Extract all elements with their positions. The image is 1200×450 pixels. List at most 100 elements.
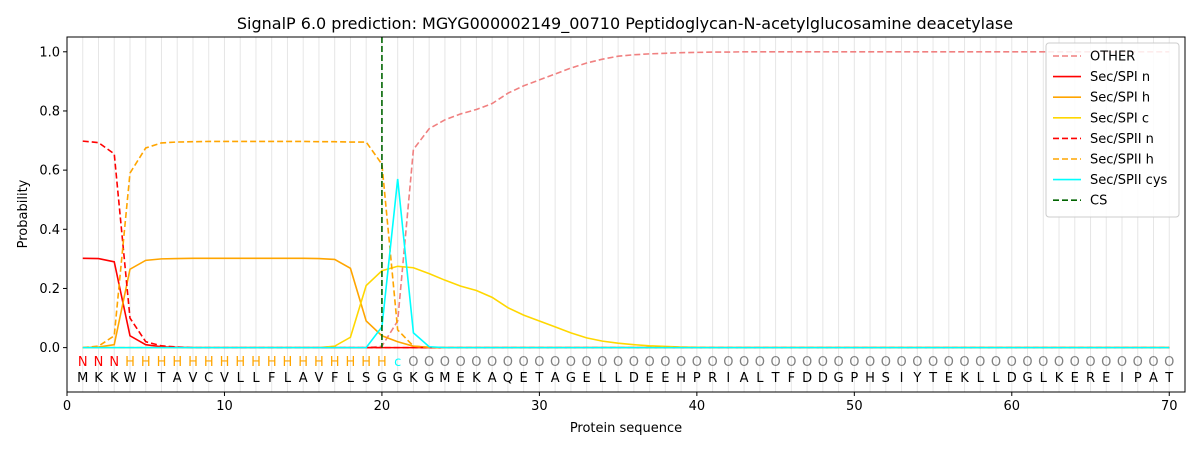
series-layer [82,50,1170,349]
region-label: H [157,355,167,370]
region-label: O [1038,355,1048,370]
region-label: H [220,355,230,370]
sequence-residue: G [424,371,434,386]
region-label: O [424,355,434,370]
region-label: O [692,355,702,370]
region-label: O [881,355,891,370]
sequence-residue: L [756,371,764,386]
sequence-residue: V [220,371,229,386]
region-label: O [676,355,686,370]
sequence-residue: D [802,371,812,386]
sequence-residue: E [583,371,591,386]
y-tick-label: 0.0 [39,341,60,356]
region-label: H [235,355,245,370]
sequence-residue: T [928,371,937,386]
region-label: O [1101,355,1111,370]
region-label: O [629,355,639,370]
region-label: O [534,355,544,370]
region-label: H [251,355,261,370]
sequence-residue: I [1120,371,1124,386]
region-label: H [361,355,371,370]
sequence-residue: V [189,371,198,386]
region-label: H [188,355,198,370]
x-tick-label: 30 [531,399,548,414]
sequence-residue: S [362,371,370,386]
y-axis-label: Probability [16,179,31,248]
sequence-residue: G [834,371,844,386]
sequence-residue: F [788,371,795,386]
legend-label: Sec/SPII n [1090,132,1154,147]
y-tick-label: 0.6 [39,164,60,179]
region-label: H [172,355,182,370]
sequence-residue: I [900,371,904,386]
sequence-residue: L [252,371,260,386]
sequence-residue: K [409,371,418,386]
region-label: O [959,355,969,370]
sequence-residue: W [124,371,137,386]
region-label: O [613,355,623,370]
region-label: H [346,355,356,370]
x-axis-ticks: 0 10 20 30 40 50 60 70 [63,392,1178,414]
region-label: H [330,355,340,370]
region-label: O [1054,355,1064,370]
sequence-residue: L [237,371,245,386]
sequence-residue: Y [912,371,921,386]
sequence-residue: L [284,371,292,386]
sequence-residue: A [1149,371,1158,386]
sequence-residue: G [1022,371,1032,386]
region-label: O [566,355,576,370]
x-tick-label: 20 [374,399,391,414]
region-label: O [849,355,859,370]
sequence-residue: A [299,371,308,386]
x-tick-label: 50 [846,399,863,414]
region-label: O [408,355,418,370]
sequence-residue: M [77,371,88,386]
sequence-residue: E [1102,371,1110,386]
sequence-residue: L [347,371,355,386]
region-label: O [896,355,906,370]
region-label: O [1070,355,1080,370]
region-label: O [550,355,560,370]
region-label: O [1148,355,1158,370]
region-label: O [1022,355,1032,370]
sequence-residue: A [173,371,182,386]
x-tick-label: 70 [1161,399,1178,414]
sequence-residue: E [1071,371,1079,386]
sequence-residue: R [708,371,717,386]
x-tick-label: 10 [216,399,233,414]
plot-frame [66,36,1186,393]
region-label: O [755,355,765,370]
sequence-residue: I [726,371,730,386]
sequence-layer: NMNKNKHWHIHTHAHVHCHVHLHLHFHLHAHVHFHLHSHG… [77,355,1174,386]
region-label: O [739,355,749,370]
region-label: O [645,355,655,370]
sequence-residue: K [1055,371,1064,386]
sequence-residue: E [520,371,528,386]
sequence-residue: K [960,371,969,386]
region-label: H [314,355,324,370]
sequence-residue: K [94,371,103,386]
region-label: O [991,355,1001,370]
region-label: O [865,355,875,370]
sequence-residue: L [599,371,607,386]
x-tick-label: 40 [689,399,706,414]
y-tick-label: 0.4 [39,223,60,238]
region-label: N [94,355,104,370]
sequence-residue: E [457,371,465,386]
sequence-residue: A [551,371,560,386]
region-label: c [394,355,401,370]
y-tick-label: 0.8 [39,104,60,119]
sequence-residue: C [204,371,213,386]
region-label: H [267,355,277,370]
legend-label: Sec/SPI n [1090,70,1150,85]
sequence-residue: S [882,371,890,386]
region-label: O [975,355,985,370]
sequence-residue: L [615,371,623,386]
y-tick-label: 0.2 [39,282,60,297]
region-label: O [1133,355,1143,370]
region-label: O [456,355,466,370]
region-label: O [1085,355,1095,370]
x-tick-label: 60 [1004,399,1021,414]
sequence-residue: K [110,371,119,386]
